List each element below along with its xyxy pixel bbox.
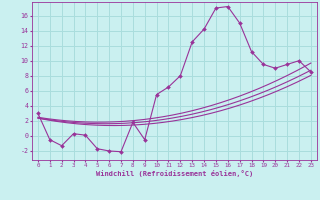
X-axis label: Windchill (Refroidissement éolien,°C): Windchill (Refroidissement éolien,°C) — [96, 170, 253, 177]
